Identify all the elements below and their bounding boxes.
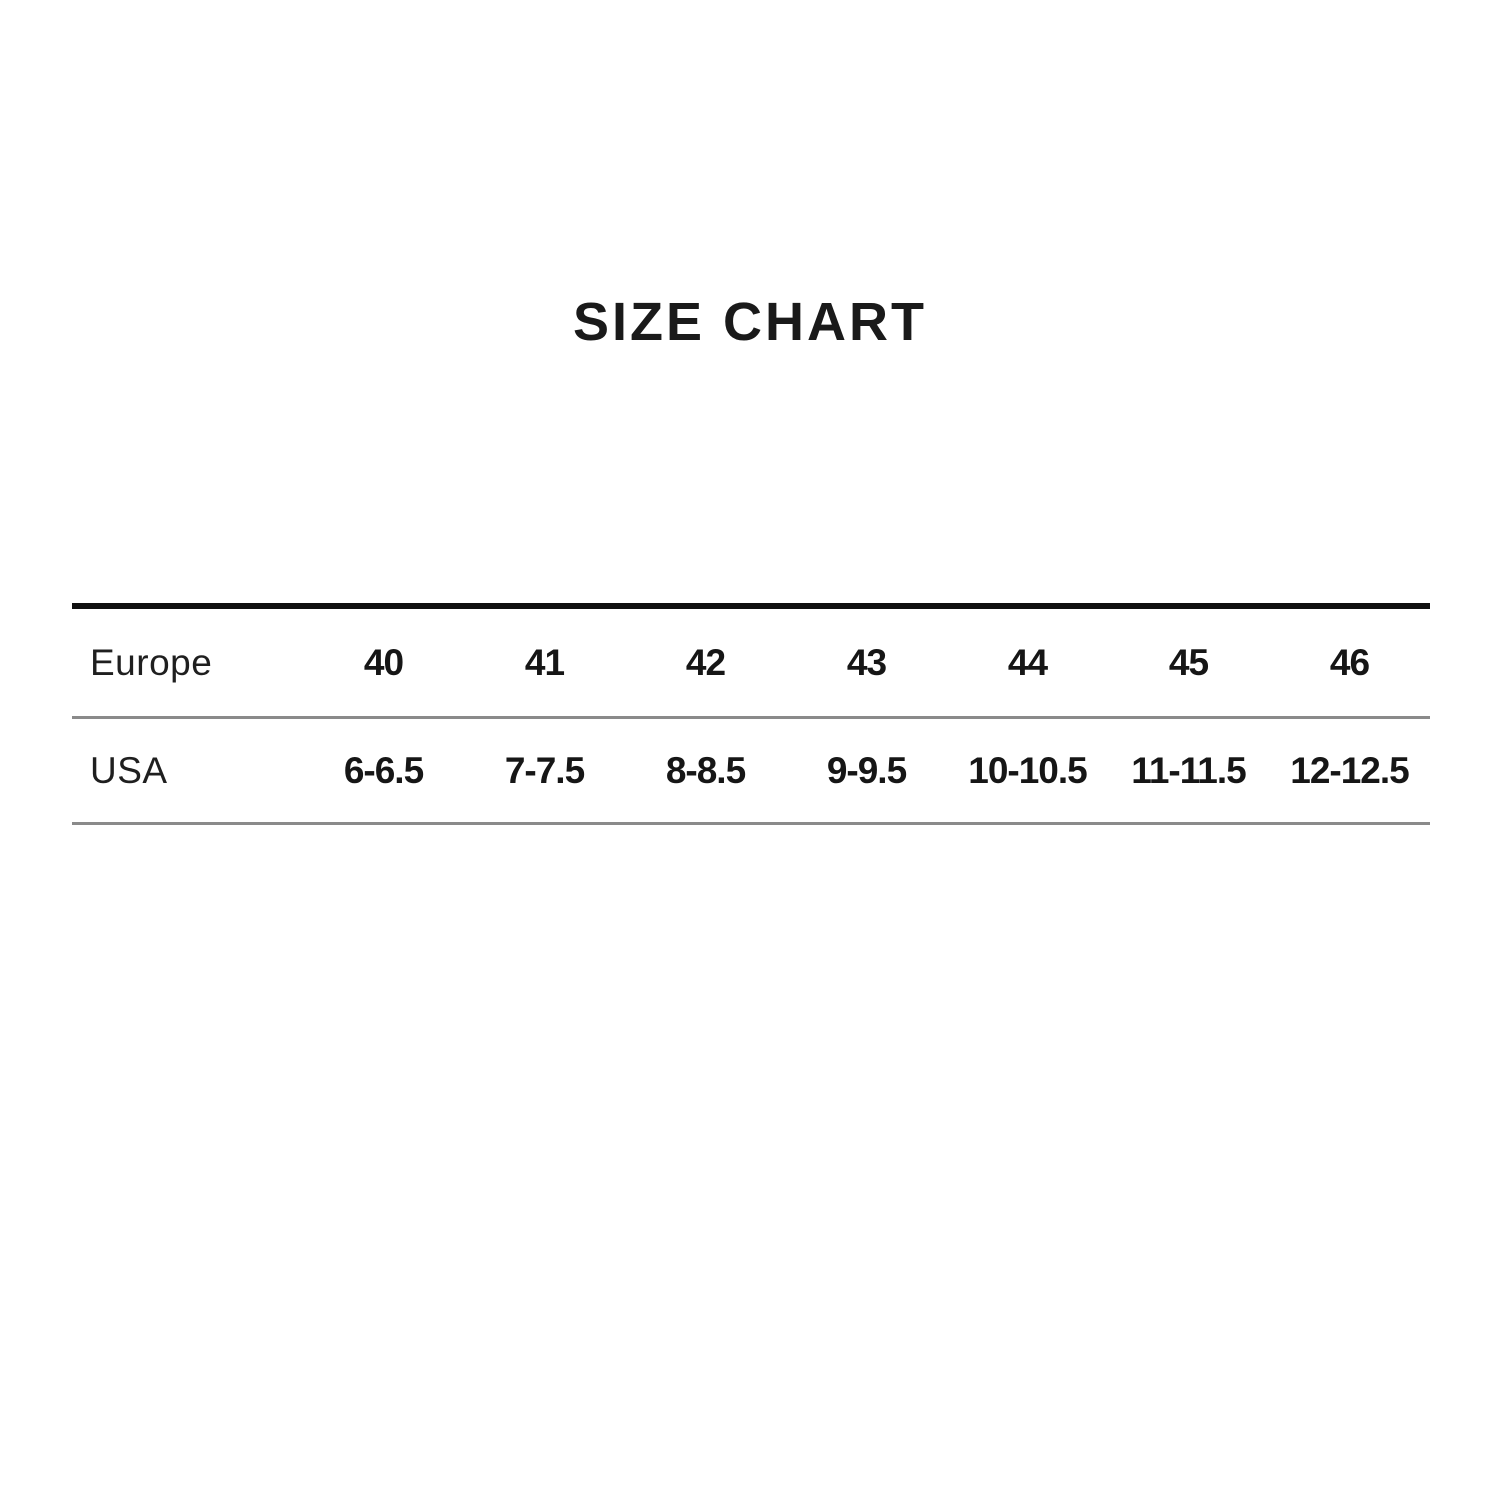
europe-size-value: 45 xyxy=(1168,641,1209,683)
row-label-usa: USA xyxy=(90,749,168,791)
usa-size-value: 9-9.5 xyxy=(826,749,907,791)
europe-size-value: 44 xyxy=(1007,641,1048,683)
usa-size-value: 12-12.5 xyxy=(1290,749,1410,791)
usa-size-value: 11-11.5 xyxy=(1131,749,1246,791)
europe-size-value: 46 xyxy=(1329,641,1370,683)
page-title: SIZE CHART xyxy=(573,292,927,352)
europe-size-value: 42 xyxy=(685,641,726,683)
usa-size-value: 7-7.5 xyxy=(504,749,585,791)
table-row-europe: Europe 40 41 42 43 44 45 46 xyxy=(72,606,1430,718)
usa-size-value: 6-6.5 xyxy=(343,749,424,791)
europe-size-value: 40 xyxy=(363,641,404,683)
europe-size-value: 41 xyxy=(524,641,565,683)
usa-size-value: 10-10.5 xyxy=(968,749,1088,791)
europe-size-value: 43 xyxy=(846,641,887,683)
size-chart-table: Europe 40 41 42 43 44 45 46 USA 6-6.5 7-… xyxy=(72,603,1430,825)
table-row-usa: USA 6-6.5 7-7.5 8-8.5 9-9.5 10-10.5 11-1… xyxy=(72,718,1430,824)
row-label-europe: Europe xyxy=(90,641,213,683)
usa-size-value: 8-8.5 xyxy=(665,749,746,791)
